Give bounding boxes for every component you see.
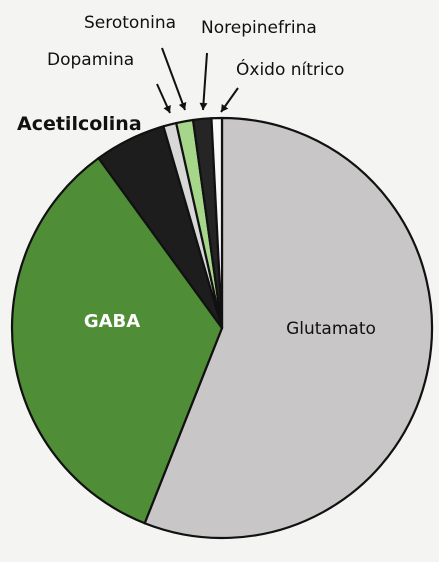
leader-line-serotonina: [161, 47, 186, 111]
pie-slices: [10, 116, 434, 540]
slice-label-serotonina: Serotonina: [84, 13, 176, 33]
leader-lines: [156, 47, 239, 114]
slice-label-gaba: GABA: [84, 311, 140, 332]
leader-arrowhead-serotonina: [178, 102, 187, 110]
slice-label-oxido-nitrico: Óxido nítrico: [236, 58, 344, 80]
slice-labels: Glutamato GABA Acetilcolina Dopamina Seroton…: [17, 13, 376, 339]
pie-slice-gaba: [10, 157, 224, 525]
pie-slice-glutamato: [143, 116, 434, 540]
slice-label-norepinefrina: Norepinefrina: [201, 18, 317, 38]
slice-label-glutamato: Glutamato: [286, 319, 376, 339]
slice-label-dopamina: Dopamina: [47, 50, 134, 70]
leader-arrowhead-dopamina: [163, 104, 171, 113]
leader-line-norepinefrina: [202, 52, 208, 111]
slice-label-acetilcolina: Acetilcolina: [17, 113, 142, 135]
pie-slice-oxido-nitrico: [210, 116, 224, 330]
leader-arrowhead-norepinefrina: [199, 102, 208, 110]
leader-arrowhead-oxido-nitrico: [221, 103, 229, 112]
